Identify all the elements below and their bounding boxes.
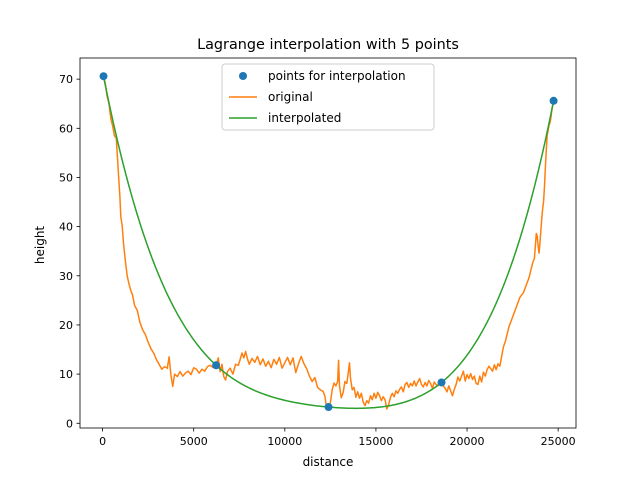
x-tick-label: 25000 — [541, 435, 576, 448]
axes-frame — [79, 57, 577, 429]
y-tick-label: 40 — [59, 221, 73, 234]
legend: points for interpolation original interpol… — [221, 63, 435, 131]
x-tick-label: 0 — [99, 435, 106, 448]
data-point — [437, 378, 446, 387]
x-tick-label: 5000 — [180, 435, 208, 448]
x-tick-label: 15000 — [358, 435, 393, 448]
y-axis-label: height — [33, 226, 47, 265]
plot-area — [99, 72, 558, 412]
y-tick-label: 0 — [66, 417, 73, 430]
data-point — [99, 72, 108, 81]
chart-title: Lagrange interpolation with 5 points — [197, 37, 459, 53]
legend-box — [221, 63, 435, 131]
x-axis-label: distance — [303, 455, 354, 469]
axes: 0 5000 10000 15000 20000 25000 0 10 20 30 40 50 60 70 — [59, 57, 577, 448]
y-tick-label: 50 — [59, 171, 73, 184]
y-tick-label: 30 — [59, 270, 73, 283]
series-line-original — [102, 76, 555, 410]
data-point — [212, 361, 221, 370]
data-point — [324, 403, 333, 412]
x-tick-label: 10000 — [267, 435, 302, 448]
legend-label: original — [268, 90, 313, 104]
legend-label: points for interpolation — [268, 69, 406, 83]
legend-label: interpolated — [268, 111, 341, 125]
data-point — [549, 96, 558, 105]
y-tick-label: 20 — [59, 319, 73, 332]
y-tick-label: 60 — [59, 122, 73, 135]
y-tick-label: 10 — [59, 368, 73, 381]
legend-marker-0 — [239, 72, 247, 80]
y-tick-label: 70 — [59, 73, 73, 86]
x-tick-label: 20000 — [450, 435, 485, 448]
